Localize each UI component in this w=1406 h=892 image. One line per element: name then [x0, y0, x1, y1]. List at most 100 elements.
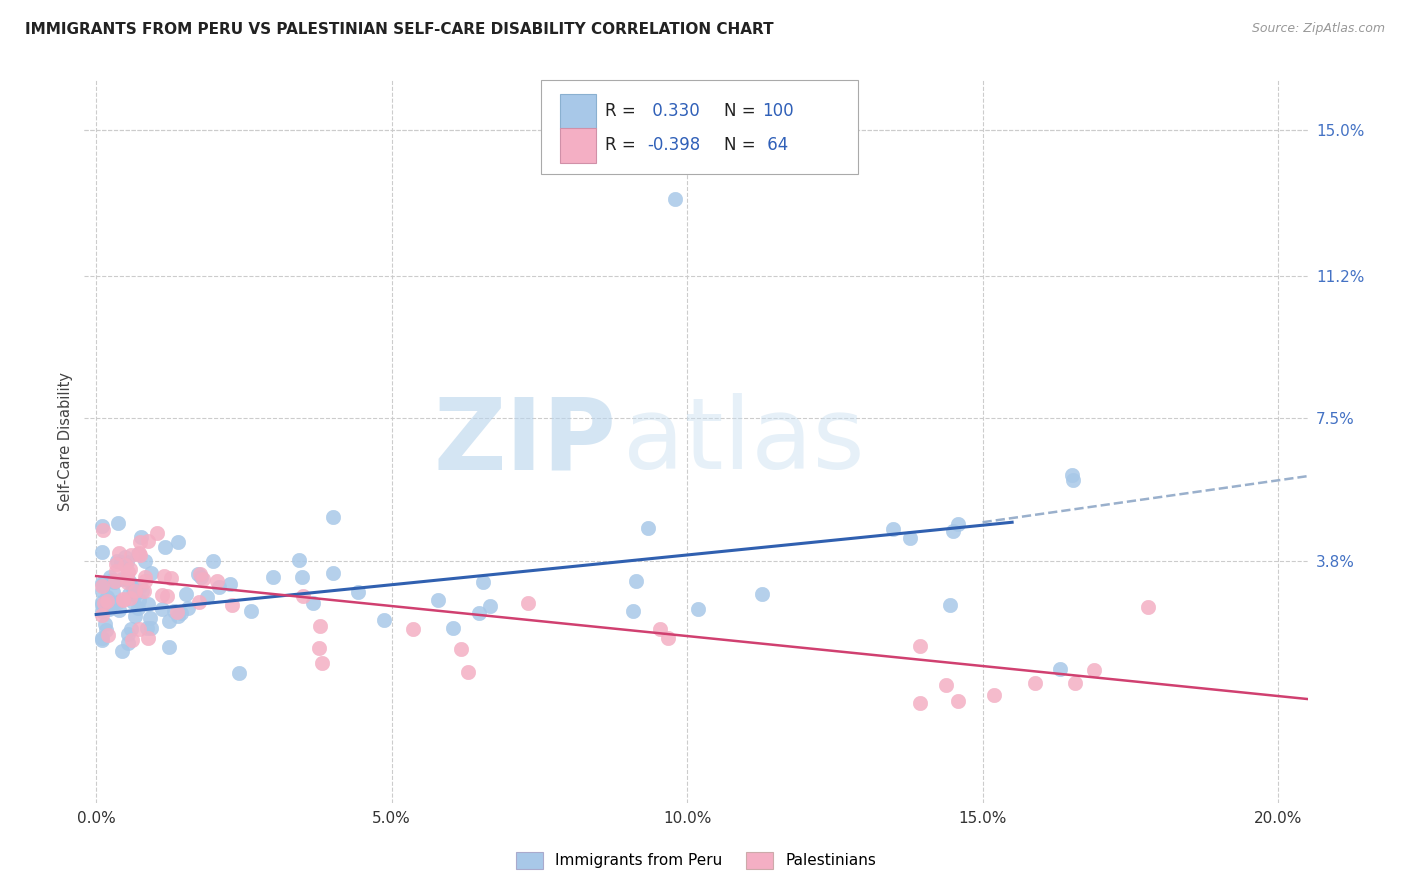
Point [201, 554, 224, 568]
Point [122, 595, 145, 609]
Point [308, 641, 330, 656]
Point [138, 611, 160, 625]
Point [1083, 663, 1105, 677]
Point [135, 621, 157, 635]
Point [107, 516, 129, 530]
Point [169, 606, 191, 620]
Point [155, 540, 177, 554]
Point [441, 621, 464, 635]
Point [127, 601, 149, 615]
Point [946, 694, 969, 708]
Point [167, 535, 190, 549]
Point [129, 548, 152, 562]
Point [124, 583, 146, 598]
Point [1137, 599, 1160, 614]
Point [108, 602, 131, 616]
Point [120, 622, 142, 636]
Point [121, 581, 143, 595]
Point [100, 597, 122, 611]
Point [127, 547, 149, 561]
Point [686, 602, 709, 616]
Point [450, 642, 472, 657]
Point [626, 574, 648, 588]
Point [322, 509, 344, 524]
Point [128, 579, 150, 593]
Point [107, 595, 129, 609]
Point [197, 591, 219, 605]
Point [186, 566, 208, 581]
Point [166, 606, 188, 620]
Legend: Immigrants from Peru, Palestinians: Immigrants from Peru, Palestinians [509, 846, 883, 875]
Point [146, 525, 169, 540]
Point [128, 534, 150, 549]
Point [228, 666, 250, 681]
Point [426, 593, 449, 607]
Point [117, 627, 139, 641]
Point [134, 570, 156, 584]
Point [117, 571, 139, 585]
Point [128, 546, 150, 560]
Point [108, 546, 131, 560]
Point [98, 570, 121, 584]
Point [167, 609, 190, 624]
Point [1062, 473, 1084, 487]
Point [292, 590, 315, 604]
Point [163, 604, 186, 618]
Point [301, 595, 323, 609]
Point [938, 599, 960, 613]
Point [291, 570, 314, 584]
Point [91, 604, 114, 618]
Point [139, 566, 162, 580]
Point [91, 631, 114, 645]
Text: R =: R = [605, 136, 641, 154]
Point [118, 587, 141, 601]
Point [657, 632, 679, 646]
Point [150, 602, 173, 616]
Point [91, 523, 114, 537]
Point [136, 631, 159, 645]
Point [93, 617, 115, 632]
Point [908, 639, 931, 653]
Point [153, 569, 176, 583]
Text: 100: 100 [762, 103, 793, 120]
Point [898, 531, 921, 545]
Point [221, 598, 243, 612]
Point [288, 552, 311, 566]
Point [96, 590, 118, 604]
Point [311, 656, 333, 670]
Point [1024, 675, 1046, 690]
Point [91, 595, 114, 609]
Point [983, 688, 1005, 702]
Point [942, 524, 965, 538]
Point [751, 587, 773, 601]
Point [128, 592, 150, 607]
Point [191, 573, 214, 587]
Point [935, 677, 957, 691]
Point [93, 578, 115, 592]
Point [128, 622, 150, 636]
Point [134, 554, 156, 568]
Point [156, 589, 179, 603]
Point [205, 574, 228, 588]
Text: R =: R = [605, 103, 641, 120]
Point [96, 594, 118, 608]
Point [93, 596, 115, 610]
Point [219, 576, 242, 591]
Y-axis label: Self-Care Disability: Self-Care Disability [58, 372, 73, 511]
Point [91, 584, 114, 599]
Point [190, 570, 212, 584]
Point [157, 640, 180, 654]
Point [124, 587, 146, 601]
Point [468, 607, 491, 621]
Point [157, 614, 180, 628]
Point [188, 566, 211, 581]
Point [346, 585, 368, 599]
Point [97, 628, 120, 642]
Point [115, 574, 138, 589]
Point [948, 516, 970, 531]
Point [103, 575, 125, 590]
Point [134, 574, 156, 588]
Point [174, 587, 197, 601]
Point [471, 574, 494, 589]
Point [104, 574, 127, 589]
